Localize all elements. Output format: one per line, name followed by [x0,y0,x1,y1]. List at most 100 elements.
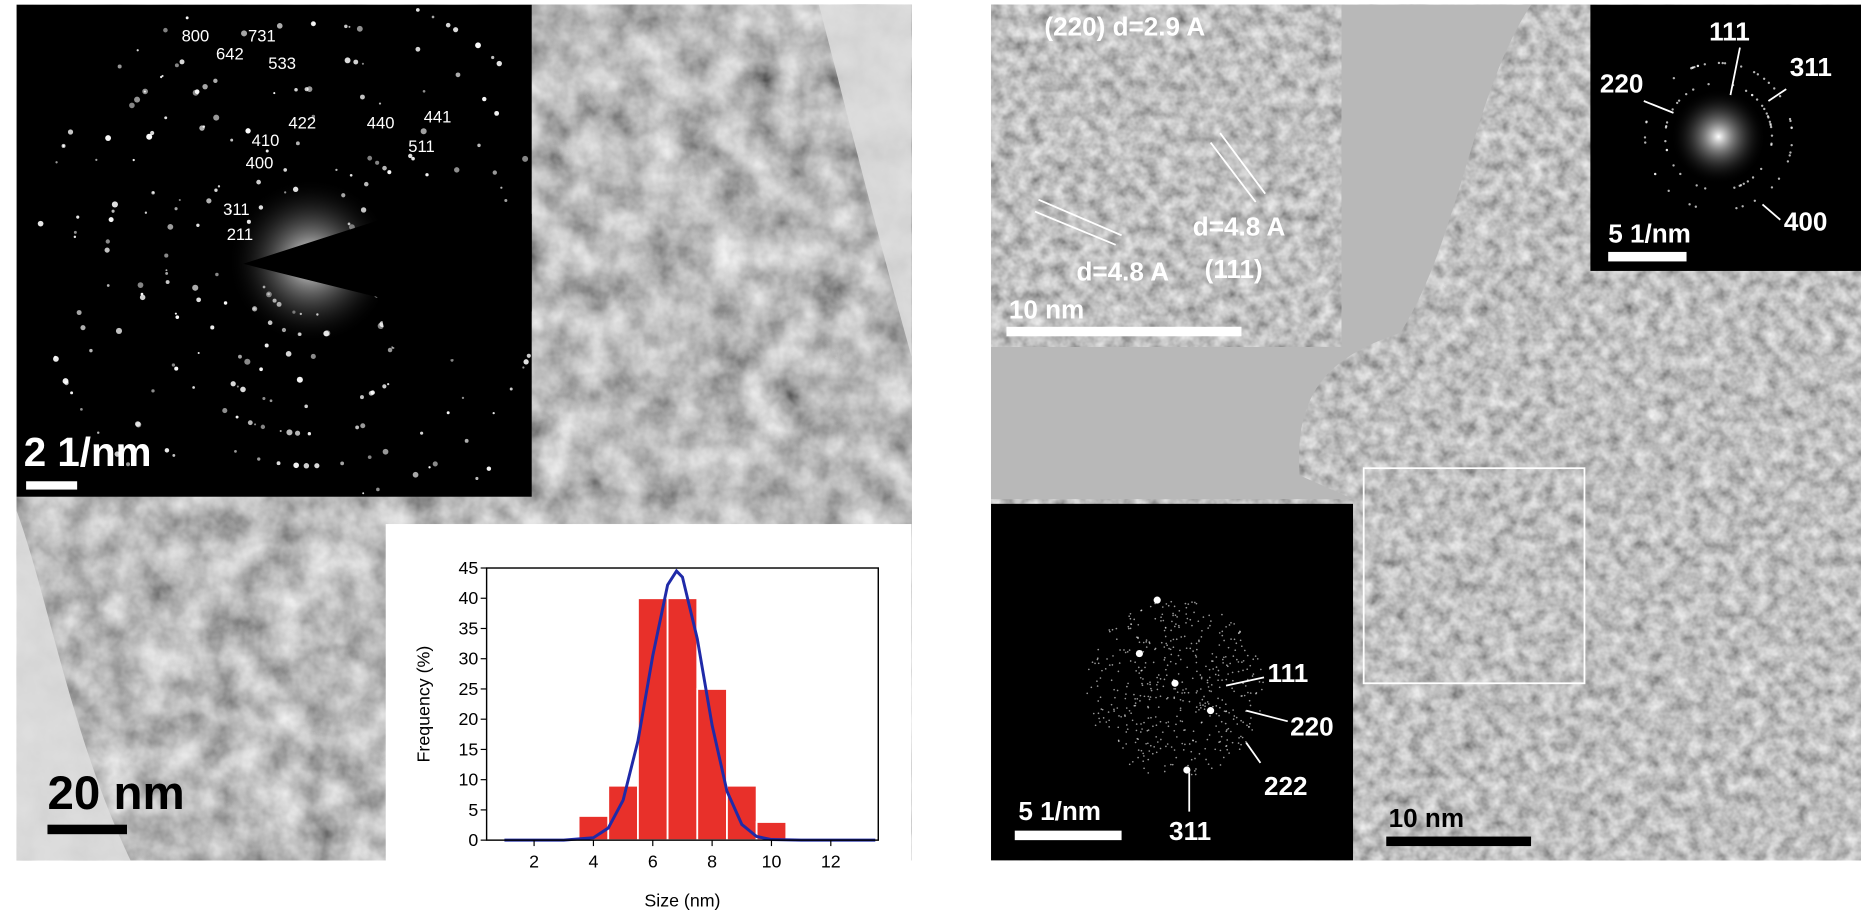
fft-spot [1146,683,1149,685]
diffraction-spot [259,367,263,372]
fft-spot [1169,648,1172,651]
fft-spot [1086,692,1089,695]
fft-spot [1195,691,1198,694]
fft-spot [1116,707,1119,709]
fft-spot [1223,656,1225,659]
diffraction-spot [420,431,424,435]
fft-spot [1240,735,1242,738]
fft-spot [1195,642,1198,645]
fft-spot [1154,648,1156,651]
diffraction-spot [206,198,212,204]
diffraction-spot [73,230,77,234]
fft-spot [1176,616,1178,618]
diffraction-spot [244,358,251,365]
selected-region [1362,467,1586,685]
tem-scale-bar [47,824,127,835]
diffraction-spot [356,25,363,32]
fft-spot [1165,642,1168,645]
fft-spot [1221,613,1223,616]
fft-spot [1252,673,1255,675]
diffraction-spot [115,327,123,334]
fft-spot [1226,664,1228,667]
fft-spot [1145,641,1148,643]
fft-spot [1138,641,1141,644]
fft-spot [1182,749,1185,751]
fft-spot [1175,638,1178,641]
fft-spot [1107,711,1110,713]
fft-spot [1141,684,1144,687]
diffraction-spot [344,24,348,29]
diffraction-spot [134,96,141,103]
fft-spot [1196,670,1198,673]
diffraction-spot [445,22,451,28]
fft-spot [1165,668,1167,671]
diffraction-spot [213,114,220,121]
diffraction-spot [367,455,372,460]
diffraction-index: 311 [223,200,249,219]
fft-spot [1207,763,1210,765]
fft-spot [1200,707,1202,709]
fft-spot [1166,664,1169,667]
diffraction-spot [230,381,236,387]
fft-spot [1688,203,1691,206]
fft-bottom-scale-bar [1014,830,1122,841]
diffraction-spot [382,448,389,455]
fft-spot [1172,612,1174,615]
fft-spot [1215,725,1217,727]
fft-spot [1176,691,1179,694]
diffraction-spot [197,351,200,355]
fft-spot [1198,640,1200,643]
fft-spot [1125,693,1127,695]
fft-spot [1232,718,1235,720]
y-tick-label: 5 [468,800,478,820]
fft-spot [1194,773,1197,776]
fft-spot [1191,624,1193,627]
diffraction-spot [192,386,195,389]
fft-spot [1173,696,1176,699]
fft-spot [1090,686,1093,689]
fft-spot [1148,641,1151,643]
fft-spot [1174,614,1177,617]
fft-spot [1099,677,1102,679]
diffraction-spot [104,247,110,253]
diffraction-spot [262,397,266,401]
fft-spot [1207,686,1210,688]
fft-spot [1679,172,1682,176]
diffraction-spot [126,462,131,467]
fft-spot [1233,690,1235,693]
fft-spot [1182,699,1184,702]
fft-spot [1146,729,1149,732]
diffraction-spot [245,128,251,134]
fft-spot [1212,668,1214,670]
fft-spot [1170,653,1173,656]
fft-spot [1170,746,1173,748]
fft-spot [1232,709,1234,711]
fft-spot [1770,134,1774,137]
diffraction-spot [67,129,74,135]
fft-spot [1160,641,1163,644]
fft-spot [1147,742,1149,745]
fft-spot [1667,189,1670,193]
fft-spot [1135,650,1143,658]
fft-spot [1162,619,1165,622]
fft-spot [1245,741,1247,743]
fft-spot [1717,61,1721,65]
fft-spot [1136,698,1139,700]
histogram-bar [607,784,639,842]
fft-spot [1246,654,1249,657]
diffraction-spot [360,395,364,400]
fft-top-scale-bar [1608,251,1687,262]
diffraction-spot [492,412,495,415]
fft-spot [1219,740,1221,743]
diffraction-spot [307,432,312,436]
fft-spot [1258,681,1261,683]
y-axis-label: Frequency (%) [414,646,434,763]
inset-label: 111 [1268,658,1309,688]
diffraction-spot [304,87,309,92]
diffraction-spot [450,358,454,362]
fft-spot [1195,706,1198,708]
fft-spot [1230,730,1232,733]
fft-spot [1092,712,1095,715]
fft-spot [1124,651,1127,654]
x-tick-label: 4 [588,851,598,871]
